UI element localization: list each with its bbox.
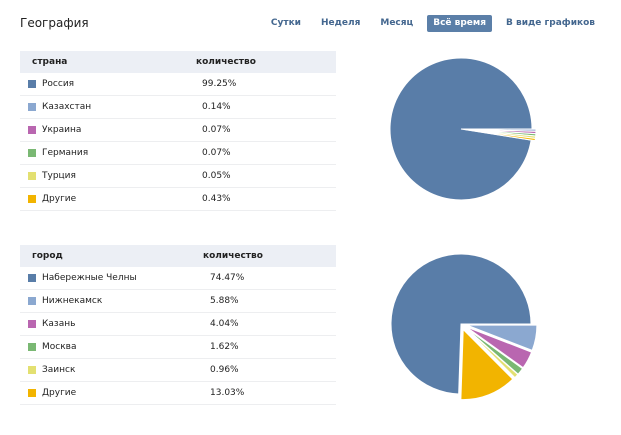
tab-month[interactable]: Месяц xyxy=(380,18,414,28)
row-percentage: 0.07% xyxy=(202,125,231,135)
legend-swatch xyxy=(28,343,36,351)
row-label: Набережные Челны xyxy=(42,273,137,283)
legend-swatch xyxy=(28,366,36,374)
legend-swatch xyxy=(28,80,36,88)
pie-slice xyxy=(390,253,532,395)
legend-swatch xyxy=(28,126,36,134)
countries-pie-chart xyxy=(389,57,537,201)
row-percentage: 13.03% xyxy=(210,388,245,398)
row-percentage: 4.04% xyxy=(210,319,239,329)
page-title: География xyxy=(20,16,89,30)
row-percentage: 99.25% xyxy=(202,79,237,89)
legend-swatch xyxy=(28,297,36,305)
header-count: количество xyxy=(203,251,263,261)
row-label: Нижнекамск xyxy=(42,296,103,306)
city-row: Другие 13.03% xyxy=(20,382,336,405)
legend-swatch xyxy=(28,103,36,111)
legend-swatch xyxy=(28,172,36,180)
country-row: Казахстан 0.14% xyxy=(20,96,336,119)
row-name-cell: Набережные Челны xyxy=(20,273,210,283)
row-name-cell: Заинск xyxy=(20,365,210,375)
city-row: Нижнекамск 5.88% xyxy=(20,290,336,313)
row-percentage: 0.96% xyxy=(210,365,239,375)
row-percentage: 0.07% xyxy=(202,148,231,158)
row-label: Другие xyxy=(42,388,77,398)
pie-slice xyxy=(464,129,536,142)
row-name-cell: Другие xyxy=(20,194,202,204)
row-percentage: 5.88% xyxy=(210,296,239,306)
row-percentage: 1.62% xyxy=(210,342,239,352)
row-percentage: 0.14% xyxy=(202,102,231,112)
cities-pie-chart xyxy=(390,253,538,401)
legend-swatch xyxy=(28,274,36,282)
countries-table-header: страна количество xyxy=(20,51,336,73)
row-name-cell: Другие xyxy=(20,388,210,398)
legend-swatch xyxy=(28,149,36,157)
country-row: Германия 0.07% xyxy=(20,142,336,165)
row-name-cell: Москва xyxy=(20,342,210,352)
row-name-cell: Казахстан xyxy=(20,102,202,112)
header-city: город xyxy=(32,251,63,261)
row-percentage: 0.05% xyxy=(202,171,231,181)
cities-table-header: город количество xyxy=(20,245,336,267)
row-name-cell: Украина xyxy=(20,125,202,135)
header-count: количество xyxy=(196,57,256,67)
city-row: Заинск 0.96% xyxy=(20,359,336,382)
country-row: Турция 0.05% xyxy=(20,165,336,188)
tab-week[interactable]: Неделя xyxy=(320,18,361,28)
row-name-cell: Россия xyxy=(20,79,202,89)
countries-table: страна количество Россия 99.25% Казахстан 0… xyxy=(20,51,336,211)
row-name-cell: Казань xyxy=(20,319,210,329)
period-tabs: Сутки Неделя Месяц Всё время В виде граф… xyxy=(257,15,601,32)
pie-slice xyxy=(389,57,533,201)
row-percentage: 74.47% xyxy=(210,273,245,283)
row-percentage: 0.43% xyxy=(202,194,231,204)
city-row: Казань 4.04% xyxy=(20,313,336,336)
row-name-cell: Нижнекамск xyxy=(20,296,210,306)
row-name-cell: Турция xyxy=(20,171,202,181)
city-row: Москва 1.62% xyxy=(20,336,336,359)
row-label: Турция xyxy=(42,171,76,181)
row-label: Другие xyxy=(42,194,77,204)
pie-slice xyxy=(466,324,538,352)
pie-slice xyxy=(465,327,519,379)
row-label: Германия xyxy=(42,148,89,158)
legend-swatch xyxy=(28,320,36,328)
row-label: Заинск xyxy=(42,365,76,375)
row-label: Казань xyxy=(42,319,76,329)
pie-slice xyxy=(460,328,514,401)
row-label: Москва xyxy=(42,342,77,352)
country-row: Россия 99.25% xyxy=(20,73,336,96)
country-row: Другие 0.43% xyxy=(20,188,336,211)
cities-table: город количество Набережные Челны 74.47% Н… xyxy=(20,245,336,405)
city-row: Набережные Челны 74.47% xyxy=(20,267,336,290)
legend-swatch xyxy=(28,389,36,397)
country-row: Украина 0.07% xyxy=(20,119,336,142)
legend-swatch xyxy=(28,195,36,203)
row-name-cell: Германия xyxy=(20,148,202,158)
tab-as-charts[interactable]: В виде графиков xyxy=(506,18,595,28)
row-label: Россия xyxy=(42,79,75,89)
tab-day[interactable]: Сутки xyxy=(270,18,301,28)
pie-slice xyxy=(465,326,533,369)
row-label: Казахстан xyxy=(42,102,92,112)
tab-all-time[interactable]: Всё время xyxy=(427,15,493,32)
header-country: страна xyxy=(32,57,68,67)
row-label: Украина xyxy=(42,125,82,135)
